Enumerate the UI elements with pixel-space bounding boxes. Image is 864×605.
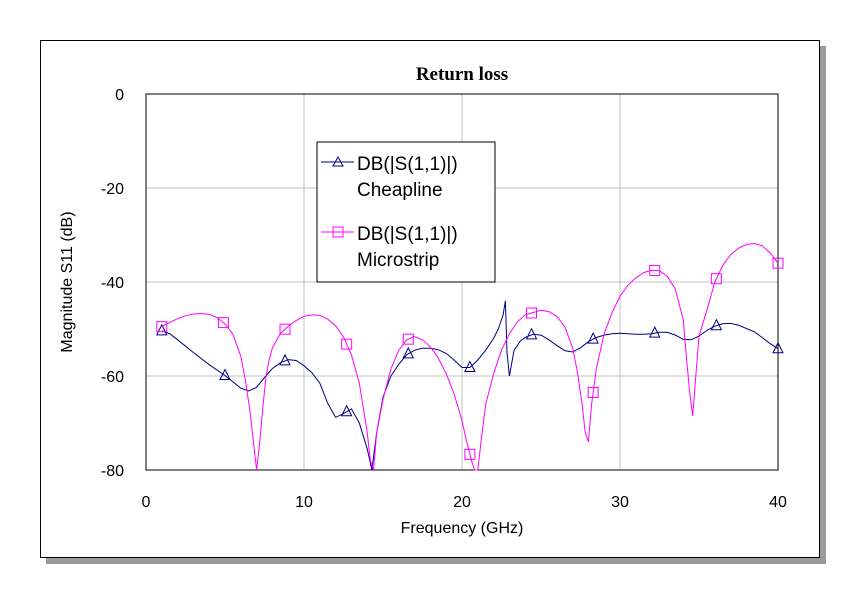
legend-label-series-2: DB(|S(1,1)|) [357,224,458,245]
marker-cheapline [525,327,538,340]
marker-microstrip [649,264,661,276]
series-line-microstrip [161,242,779,471]
marker-microstrip [156,321,168,333]
chart-title: Return loss [416,64,508,85]
legend-sublabel-series-1: Cheapline [357,180,443,201]
plot-area-border [145,93,779,471]
marker-cheapline [464,360,476,373]
marker-microstrip [217,317,229,329]
y-axis-title: Magnitude S11 (dB) [59,211,76,352]
x-tick-label: 20 [453,494,471,511]
marker-microstrip [772,257,784,269]
marker-cheapline [155,323,168,336]
marker-cheapline [648,326,661,338]
marker-cheapline [219,368,231,381]
y-tick-label: 0 [115,87,124,104]
x-tick-label: 0 [142,494,151,511]
marker-cheapline [710,318,723,331]
legend-triangle-marker [332,155,344,167]
y-tick-label: -60 [101,369,124,386]
marker-microstrip [710,273,722,285]
legend-square-marker [332,226,344,238]
x-tick-label: 30 [611,494,629,511]
marker-microstrip [587,386,599,398]
marker-microstrip [464,448,476,460]
x-tick-label: 10 [295,494,313,511]
chart-frame [40,40,820,558]
series-layer [155,242,784,471]
x-tick-label: 40 [769,494,787,511]
tick-labels: 0 10 20 30 40 0 -20 -40 -60 -80 [101,87,787,511]
legend-label-series-1: DB(|S(1,1)|) [357,154,458,175]
legend-sublabel-series-2: Microstrip [357,250,439,271]
legend: DB(|S(1,1)|) Cheapline DB(|S(1,1)|) Micr… [316,141,496,283]
x-axis-title: Frequency (GHz) [401,520,524,537]
marker-microstrip [402,333,414,345]
marker-cheapline [279,353,291,366]
y-tick-label: -40 [101,275,124,292]
y-tick-label: -80 [101,463,124,480]
marker-microstrip [341,338,353,350]
legend-box [316,141,496,283]
series-line-cheapline [161,300,779,471]
marker-cheapline [772,341,784,354]
marker-cheapline [587,332,599,344]
marker-microstrip [279,323,291,335]
marker-cheapline [340,404,353,417]
marker-microstrip [526,307,538,319]
marker-cheapline [402,346,415,359]
y-tick-label: -20 [101,181,124,198]
